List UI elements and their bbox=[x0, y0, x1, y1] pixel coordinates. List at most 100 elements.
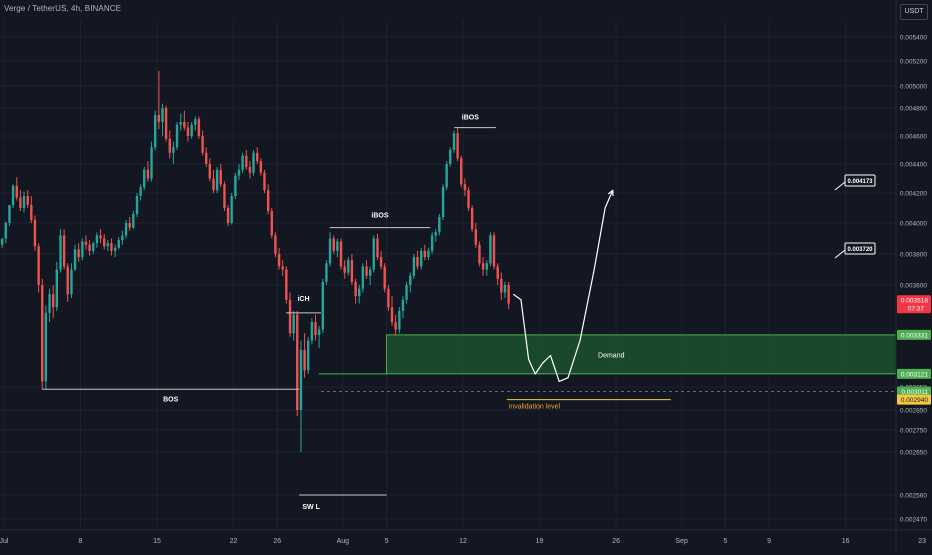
candle-body bbox=[336, 241, 339, 251]
candle-body bbox=[230, 196, 233, 223]
candle-body bbox=[350, 260, 354, 282]
price-tick-label: 0.002850 bbox=[900, 408, 927, 415]
candle-body bbox=[55, 269, 58, 308]
candle-body bbox=[478, 244, 481, 264]
candle-body bbox=[372, 238, 375, 270]
candle-body bbox=[41, 285, 44, 382]
candle-body bbox=[354, 281, 357, 297]
grid-layer bbox=[0, 20, 923, 528]
candle-body bbox=[15, 185, 18, 198]
candle-body bbox=[237, 169, 241, 176]
candle-body bbox=[226, 208, 230, 223]
candle-body bbox=[419, 250, 423, 267]
candle-body bbox=[248, 166, 252, 173]
candle-body bbox=[328, 238, 332, 264]
price-tick-label: 0.005400 bbox=[900, 35, 927, 42]
time-tick-label: 5 bbox=[385, 538, 389, 545]
target-callout-upper-label: 0.004173 bbox=[847, 179, 873, 185]
candle-body bbox=[314, 322, 317, 336]
price-tick-label: 0.003800 bbox=[900, 252, 927, 259]
candle-body bbox=[277, 254, 281, 267]
candle-body bbox=[401, 299, 405, 311]
candle-body bbox=[51, 294, 55, 308]
candle-body bbox=[398, 310, 401, 330]
candle-body bbox=[492, 235, 496, 267]
candle-body bbox=[183, 122, 186, 128]
price-tick-label: 0.004600 bbox=[900, 134, 927, 141]
candle-body bbox=[416, 257, 419, 267]
price-tick-label: 0.004000 bbox=[900, 221, 927, 228]
candle-body bbox=[427, 250, 430, 258]
time-tick-label: Sep bbox=[675, 538, 688, 545]
candle-body bbox=[128, 223, 131, 228]
candle-body bbox=[84, 241, 88, 245]
zone-layer: Demand bbox=[318, 334, 897, 375]
candle-body bbox=[496, 266, 499, 279]
price-tick-label: 0.004200 bbox=[900, 191, 927, 198]
candle-body bbox=[179, 122, 182, 125]
time-tick-label: 16 bbox=[842, 538, 850, 545]
candle-body bbox=[121, 235, 124, 241]
candle-body bbox=[409, 275, 412, 285]
demand-label: Demand bbox=[598, 352, 625, 359]
candle-body bbox=[208, 164, 212, 179]
time-tick-label: 26 bbox=[273, 538, 281, 545]
target-callout-lower-box bbox=[844, 242, 876, 255]
candle-body bbox=[423, 250, 427, 258]
target-callout-upper-box bbox=[844, 174, 876, 187]
time-axis[interactable]: Jul 8 15 22 26 Aug 5 12 19 26 Sep 5 9 16 23 bbox=[0, 529, 932, 545]
candle-body bbox=[343, 266, 346, 273]
price-tag bbox=[897, 329, 931, 340]
candle-body bbox=[175, 124, 179, 148]
candle-body bbox=[263, 172, 266, 191]
candle-body bbox=[383, 266, 386, 289]
candle-body bbox=[164, 108, 168, 139]
candle-body bbox=[157, 115, 161, 122]
candle-body bbox=[4, 223, 8, 239]
time-tick-label: 19 bbox=[536, 538, 544, 545]
candle-body bbox=[172, 147, 175, 153]
candle-body bbox=[59, 235, 62, 270]
time-tick-label: 23 bbox=[918, 538, 926, 545]
candle-body bbox=[241, 155, 244, 170]
candle-body bbox=[99, 235, 102, 239]
candle-body bbox=[11, 185, 15, 205]
candle-body bbox=[430, 235, 434, 251]
candle-body bbox=[201, 136, 204, 153]
price-tag bbox=[897, 295, 931, 314]
candle-body bbox=[438, 217, 441, 233]
candle-body bbox=[8, 205, 11, 223]
candle-body bbox=[234, 175, 237, 196]
candle-body bbox=[470, 208, 474, 230]
candle-body bbox=[212, 178, 215, 191]
candle-body bbox=[485, 263, 488, 270]
candle-body bbox=[81, 241, 84, 258]
candle-body bbox=[281, 266, 284, 270]
candle-body bbox=[135, 196, 139, 214]
candle-body bbox=[30, 205, 33, 220]
candle-body bbox=[103, 238, 106, 247]
currency-button[interactable]: USDT bbox=[900, 4, 928, 20]
price-tag-label: 0.003331 bbox=[901, 332, 928, 339]
candle-body bbox=[441, 187, 445, 217]
candle-body bbox=[62, 235, 66, 267]
candle-body bbox=[259, 161, 263, 173]
candle-body bbox=[456, 133, 459, 159]
swing-low-label: SW L bbox=[302, 504, 320, 511]
candle-body bbox=[77, 249, 80, 258]
price-axis-panel bbox=[896, 0, 932, 550]
bos-label: BOS bbox=[163, 396, 179, 403]
ich-label: iCH bbox=[297, 296, 309, 303]
candle-body bbox=[37, 246, 40, 285]
candle-body bbox=[274, 235, 277, 254]
price-axis[interactable]: 0.005400 0.005200 0.005000 0.004800 0.004600… bbox=[895, 0, 932, 550]
invalidation-label: invalidation level bbox=[509, 404, 561, 411]
candle-body bbox=[70, 269, 73, 295]
projection-arrowhead bbox=[607, 189, 614, 197]
candle-body bbox=[317, 329, 321, 336]
candle-body bbox=[117, 240, 120, 248]
symbol-title: Verge / TetherUS, 4h, BINANCE bbox=[4, 4, 122, 13]
price-tick-label: 0.005200 bbox=[900, 59, 927, 66]
candle-body bbox=[73, 249, 77, 270]
